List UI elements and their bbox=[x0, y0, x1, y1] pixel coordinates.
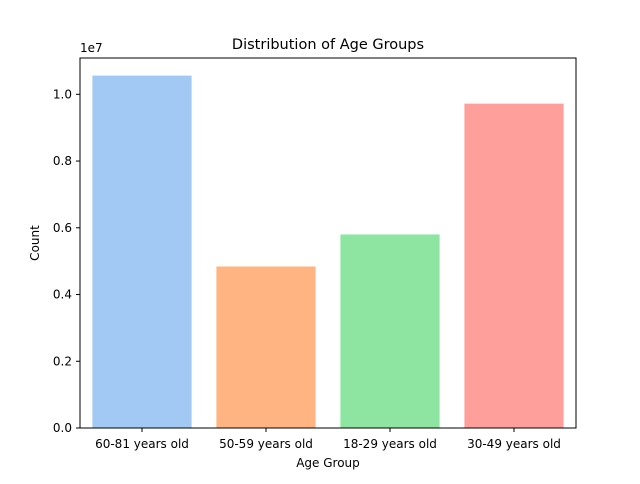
x-tick-label: 30-49 years old bbox=[467, 437, 561, 451]
y-tick-label: 0.8 bbox=[53, 154, 72, 168]
bar-0 bbox=[92, 75, 192, 428]
y-axis-label: Count bbox=[28, 225, 42, 261]
y-offset-label: 1e7 bbox=[80, 41, 103, 55]
x-tick-label: 18-29 years old bbox=[343, 437, 437, 451]
plot-frame bbox=[79, 57, 577, 429]
bar-3 bbox=[464, 103, 564, 428]
x-tick-label: 50-59 years old bbox=[219, 437, 313, 451]
bar-2 bbox=[340, 234, 440, 428]
bar-1 bbox=[216, 266, 316, 428]
y-tick-label: 0.4 bbox=[53, 288, 72, 302]
y-tick-label: 0.0 bbox=[53, 421, 72, 435]
chart-title: Distribution of Age Groups bbox=[232, 37, 424, 53]
y-tick-label: 0.2 bbox=[53, 354, 72, 368]
x-tick-label: 60-81 years old bbox=[95, 437, 189, 451]
y-tick-label: 1.0 bbox=[53, 87, 72, 101]
y-tick-label: 0.6 bbox=[53, 221, 72, 235]
x-axis-label: Age Group bbox=[296, 456, 360, 470]
